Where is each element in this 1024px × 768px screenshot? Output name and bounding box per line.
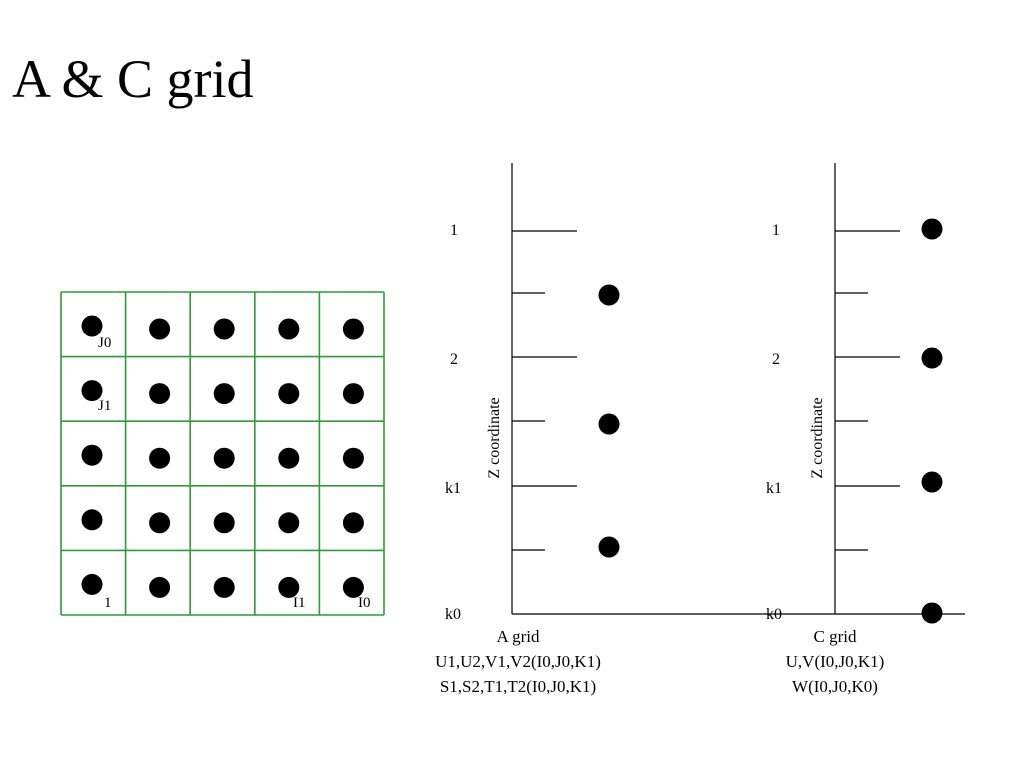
c-grid-point bbox=[921, 471, 943, 493]
a-grid-point bbox=[598, 413, 620, 435]
label-i-first: 1 bbox=[104, 595, 112, 611]
grid-point bbox=[81, 315, 103, 337]
label-i1: I1 bbox=[293, 595, 306, 611]
c-grid-level-1-label: 1 bbox=[772, 222, 780, 239]
a-grid-point bbox=[598, 536, 620, 558]
a-grid-level-2-label: 2 bbox=[450, 351, 458, 368]
slide-title: A & C grid bbox=[12, 49, 254, 109]
grid-point bbox=[278, 318, 300, 340]
grid-point bbox=[149, 447, 171, 469]
grid-point bbox=[342, 447, 364, 469]
c-grid-caption-line-1: U,V(I0,J0,K1) bbox=[786, 652, 885, 671]
grid-point bbox=[213, 383, 235, 405]
grid-lines bbox=[60, 291, 385, 616]
label-i0: I0 bbox=[358, 595, 371, 611]
grid-point bbox=[278, 512, 300, 534]
grid-points bbox=[81, 315, 364, 598]
grid-point bbox=[149, 383, 171, 405]
label-j1: J1 bbox=[98, 398, 111, 414]
a-grid-level-k0-label: k0 bbox=[445, 606, 461, 623]
c-grid-axis-label: Z coordinate bbox=[809, 397, 826, 478]
label-j0: J0 bbox=[98, 335, 111, 351]
grid-point bbox=[342, 576, 364, 598]
a-grid-level-1-label: 1 bbox=[450, 222, 458, 239]
grid-point bbox=[81, 573, 103, 595]
grid-point bbox=[213, 576, 235, 598]
grid-point bbox=[342, 318, 364, 340]
c-grid-caption-line-2: W(I0,J0,K0) bbox=[792, 677, 878, 696]
c-grid-level-2-label: 2 bbox=[772, 351, 780, 368]
a-grid-caption-line-1: U1,U2,V1,V2(I0,J0,K1) bbox=[435, 652, 601, 671]
c-grid-level-k0-label: k0 bbox=[766, 606, 782, 623]
c-grid-point bbox=[921, 218, 943, 240]
grid-point bbox=[278, 383, 300, 405]
a-grid-axis-label: Z coordinate bbox=[486, 397, 503, 478]
grid-point bbox=[278, 576, 300, 598]
grid-point bbox=[149, 576, 171, 598]
grid-point bbox=[213, 318, 235, 340]
a-grid-diagram: 1 2 k1 k0 Z coordinate A grid U1,U2,V1,V… bbox=[435, 163, 790, 696]
grid-point bbox=[149, 512, 171, 534]
grid-point bbox=[213, 512, 235, 534]
grid-point bbox=[149, 318, 171, 340]
grid-point bbox=[81, 509, 103, 531]
grid-point bbox=[342, 512, 364, 534]
grid-point bbox=[213, 447, 235, 469]
c-grid-diagram: 1 2 k1 k0 Z coordinate C grid U,V(I0,J0,… bbox=[766, 163, 965, 696]
c-grid-point bbox=[921, 602, 943, 624]
c-grid-caption-title: C grid bbox=[814, 627, 857, 646]
horizontal-grid-panel: J0 J1 1 I1 I0 bbox=[60, 291, 385, 616]
a-grid-point bbox=[598, 284, 620, 306]
c-grid-point bbox=[921, 347, 943, 369]
grid-point bbox=[81, 444, 103, 466]
grid-point bbox=[81, 380, 103, 402]
a-grid-caption-title: A grid bbox=[497, 627, 540, 646]
grid-point bbox=[342, 383, 364, 405]
grid-point bbox=[278, 447, 300, 469]
c-grid-level-k1-label: k1 bbox=[766, 480, 782, 497]
a-grid-caption-line-2: S1,S2,T1,T2(I0,J0,K1) bbox=[440, 677, 596, 696]
a-grid-level-k1-label: k1 bbox=[445, 480, 461, 497]
